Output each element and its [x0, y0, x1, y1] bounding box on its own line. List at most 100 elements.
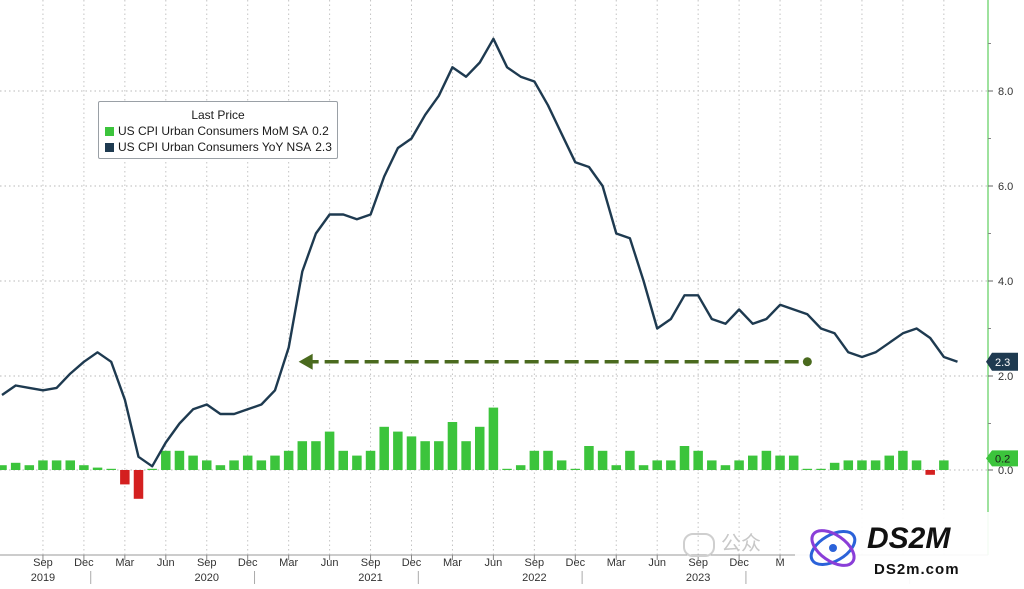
bar — [352, 455, 362, 470]
yoy-series-line — [1, 37, 958, 468]
y-tick-label: 6.0 — [998, 181, 1013, 193]
bar — [283, 450, 294, 470]
legend-value-mom: 0.2 — [312, 124, 329, 138]
bar — [679, 446, 690, 470]
legend-swatch-yoy — [105, 142, 114, 152]
watermark: 公众 — [683, 527, 761, 557]
bar — [625, 450, 635, 470]
bar — [434, 441, 444, 470]
bar — [652, 460, 662, 470]
y-tick-label: 4.0 — [998, 276, 1013, 288]
bar — [147, 468, 157, 470]
x-tick-label: Sep — [688, 557, 708, 569]
bar — [406, 436, 417, 470]
wechat-icon — [683, 532, 715, 557]
legend-entry-yoy: US CPI Urban Consumers YoY NSA 2.3 — [105, 140, 337, 154]
bar — [870, 460, 881, 470]
bar — [638, 465, 649, 470]
bar — [188, 455, 198, 470]
bar — [788, 455, 799, 470]
mom-end-marker — [986, 450, 1018, 467]
x-year-label: 2019 — [31, 572, 55, 584]
bar — [488, 407, 499, 470]
bar — [51, 460, 62, 470]
bar — [570, 468, 581, 470]
atom-orbit-icon — [809, 530, 857, 566]
bar — [843, 460, 854, 470]
bar — [24, 465, 35, 470]
bar — [816, 468, 826, 470]
bar — [925, 470, 935, 475]
x-tick-label: Sep — [33, 557, 53, 569]
legend-swatch-mom — [105, 126, 114, 136]
bar — [365, 450, 376, 470]
bar — [556, 460, 567, 470]
bar — [693, 450, 703, 470]
mom-end-label: 0.2 — [995, 453, 1010, 465]
bar — [215, 465, 226, 470]
bar — [720, 465, 731, 470]
bar — [161, 450, 171, 470]
yoy-end-label: 2.3 — [995, 357, 1010, 369]
x-tick-label: Jun — [648, 557, 666, 569]
x-tick-label: Dec — [238, 557, 258, 569]
x-tick-label: M — [775, 557, 784, 569]
bar — [92, 467, 103, 470]
x-tick-label: Mar — [443, 557, 462, 569]
bar — [748, 455, 758, 470]
x-year-label: 2021 — [358, 572, 382, 584]
bar — [106, 468, 116, 470]
bar — [611, 465, 621, 470]
legend-label-yoy: US CPI Urban Consumers YoY NSA — [118, 140, 312, 154]
bar — [734, 460, 744, 470]
x-tick-label: Mar — [279, 557, 298, 569]
bar — [256, 460, 267, 470]
bar — [120, 470, 130, 485]
bar — [79, 465, 89, 470]
bar — [802, 468, 813, 470]
x-tick-label: Dec — [566, 557, 586, 569]
bar — [311, 441, 321, 470]
bar — [447, 422, 458, 470]
bar — [666, 460, 676, 470]
bar — [502, 468, 512, 470]
x-tick-label: Sep — [197, 557, 217, 569]
bar — [939, 460, 949, 470]
bar — [202, 460, 212, 470]
bar — [65, 460, 75, 470]
bar — [515, 465, 526, 470]
bar — [10, 462, 21, 470]
bar — [543, 450, 553, 470]
bar — [174, 450, 185, 470]
x-tick-label: Jun — [157, 557, 175, 569]
x-tick-label: Jun — [485, 557, 503, 569]
logo-brand: DS2M — [867, 522, 951, 555]
bar — [338, 450, 348, 470]
x-tick-label: Dec — [729, 557, 749, 569]
bar — [297, 441, 308, 470]
bar — [461, 441, 471, 470]
legend-title: Last Price — [191, 108, 245, 122]
bar — [857, 460, 867, 470]
bar — [475, 426, 485, 470]
atom-core-icon — [829, 544, 837, 552]
bar — [0, 465, 7, 470]
y-tick-label-mom: 0.0 — [998, 465, 1013, 477]
bar — [270, 455, 280, 470]
bar — [884, 455, 894, 470]
annotation-end-dot — [802, 357, 812, 367]
x-year-label: 2022 — [522, 572, 546, 584]
bar — [133, 470, 144, 499]
logo-site: DS2m.com — [874, 561, 960, 578]
bar — [829, 462, 840, 470]
annotation-arrowhead — [298, 353, 313, 370]
bar — [379, 426, 389, 470]
bar — [911, 460, 922, 470]
x-tick-label: Mar — [115, 557, 134, 569]
bar — [420, 441, 430, 470]
x-tick-label: Sep — [361, 557, 381, 569]
legend-value-yoy: 2.3 — [315, 140, 332, 154]
ds2m-logo: DS2M DS2m.com — [795, 512, 1024, 584]
